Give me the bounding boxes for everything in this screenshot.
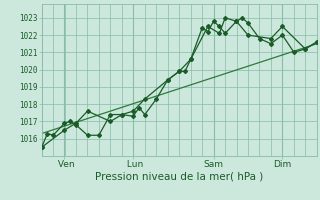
X-axis label: Pression niveau de la mer( hPa ): Pression niveau de la mer( hPa ) xyxy=(95,172,263,182)
